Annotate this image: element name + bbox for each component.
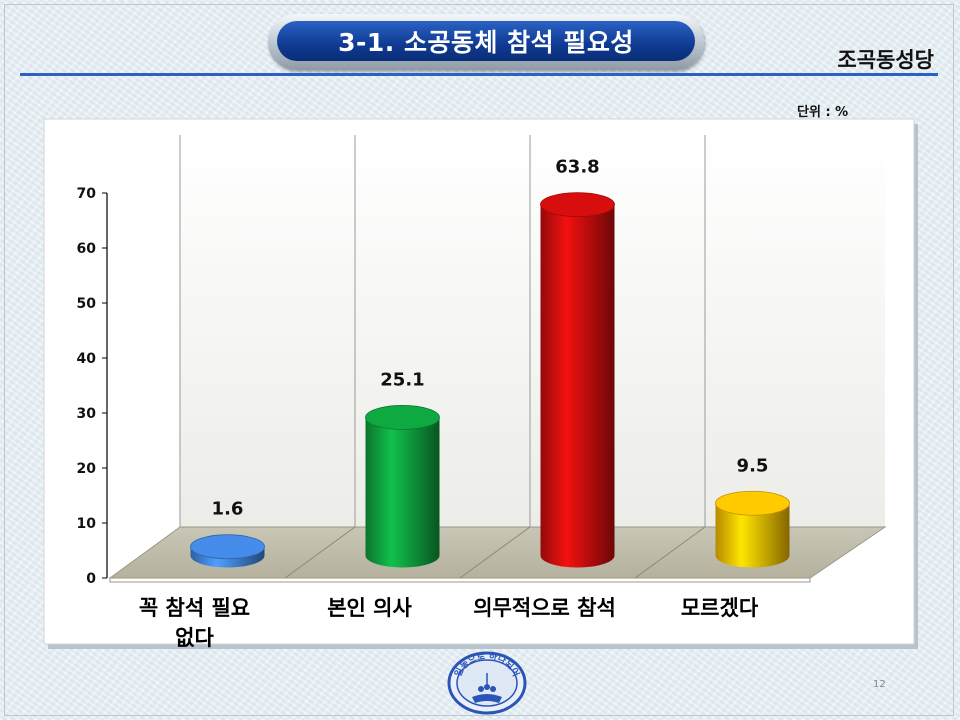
x-category-label: 본인 의사 [327,596,412,620]
bar-3 [540,192,615,568]
floor-divider [459,526,531,579]
bar-value-label: 1.6 [212,499,244,520]
organization-name: 조곡동성당 [837,48,934,72]
floor-divider [634,526,706,579]
x-category-label: 의무적으로 참석 [473,596,616,620]
y-tick-label: 0 [86,571,96,587]
bar-4 [715,490,790,568]
x-category-label: 꼭 참석 필요 없다 [139,596,250,650]
header-divider [20,73,938,76]
bar-top [715,490,790,516]
x-category-label: 모르겠다 [681,596,759,620]
bar-2 [365,405,440,568]
y-tick-label: 60 [77,241,97,257]
parish-seal-logo: 일동으로 하나되어 [447,651,527,715]
y-tick-label: 30 [77,406,97,422]
unit-label: 단위 : % [797,105,849,120]
y-tick-label: 10 [77,516,97,532]
bar-top [540,192,615,218]
bar-value-label: 9.5 [737,455,769,476]
y-tick-label: 40 [77,351,97,367]
bar-body [365,417,440,568]
page-title: 3-1. 소공동체 참석 필요성 [277,21,695,61]
bar-top [365,405,440,430]
floor-divider [284,526,356,579]
y-tick-label: 70 [77,186,97,202]
bar-body [540,204,615,568]
y-tick-label: 50 [77,296,97,312]
bar-body [715,503,790,568]
chart-back-wall [180,135,885,527]
slide-frame [4,4,954,716]
bar-value-label: 25.1 [380,369,424,390]
title-banner: 3-1. 소공동체 참석 필요성 [268,14,704,70]
bar-top [190,534,265,560]
bar-1 [190,534,265,568]
bar-value-label: 63.8 [555,157,599,178]
y-tick-label: 20 [77,461,97,477]
chart-floor-edge [109,577,811,583]
page-number: 12 [873,679,886,690]
